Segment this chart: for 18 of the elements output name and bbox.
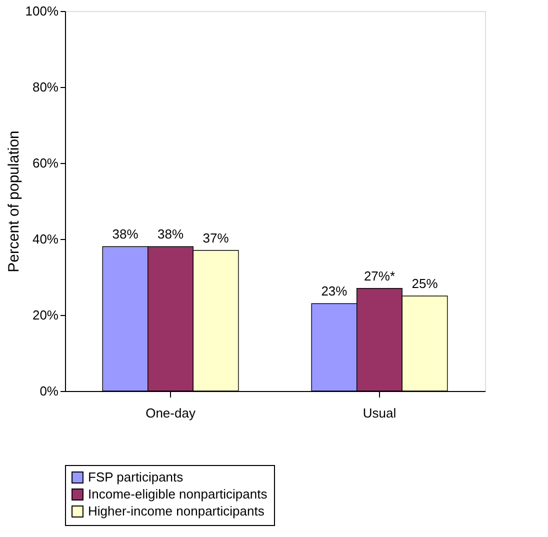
data-label: 27%* bbox=[364, 268, 396, 284]
x-tick-label: One-day bbox=[146, 406, 196, 420]
y-axis-title: Percent of population bbox=[5, 130, 22, 272]
x-tick-label: Usual bbox=[362, 406, 396, 420]
legend-label: FSP participants bbox=[88, 470, 184, 484]
y-tick-label: 40% bbox=[32, 232, 59, 246]
legend-label: Income-eligible nonparticipants bbox=[88, 486, 268, 502]
data-label: 38% bbox=[158, 226, 184, 242]
y-tick-label: 100% bbox=[25, 4, 59, 18]
data-label: 25% bbox=[412, 276, 438, 291]
data-label: 37% bbox=[202, 230, 230, 246]
y-tick-label: 80% bbox=[32, 80, 59, 94]
y-tick-label: 60% bbox=[32, 156, 59, 170]
y-tick-label: 0% bbox=[40, 384, 59, 398]
data-label: 23% bbox=[321, 284, 348, 299]
legend-label: Higher-income nonparticipants bbox=[88, 504, 265, 518]
y-tick-label: 20% bbox=[32, 308, 59, 322]
data-label: 38% bbox=[112, 226, 139, 242]
